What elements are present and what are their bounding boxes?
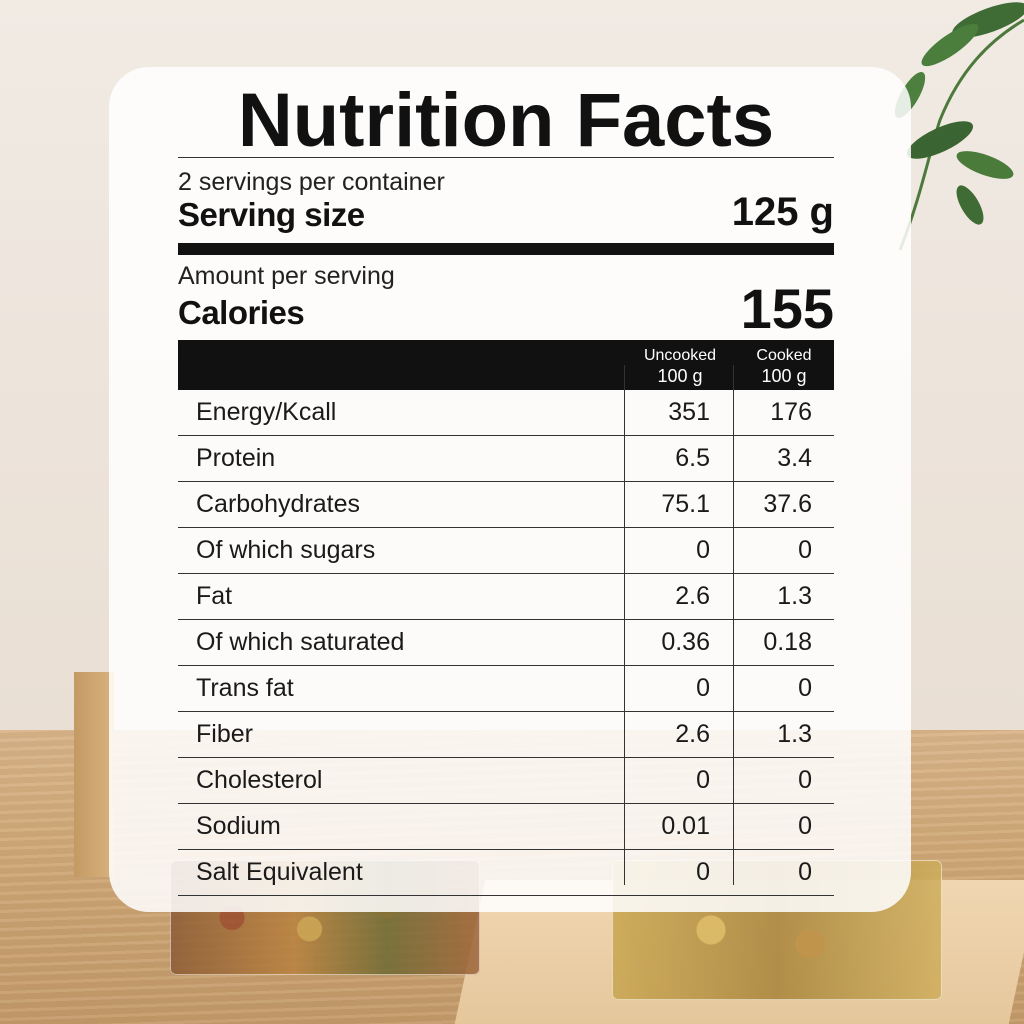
cooked-value: 0 (798, 766, 812, 794)
uncooked-value: 351 (668, 398, 710, 426)
cooked-value: 0 (798, 858, 812, 886)
nutrient-name: Carbohydrates (196, 490, 360, 518)
cooked-value: 0 (798, 536, 812, 564)
nutrient-name: Fiber (196, 720, 253, 748)
uncooked-value: 0.01 (661, 812, 710, 840)
nutrient-name: Trans fat (196, 674, 294, 702)
table-row: Fiber 2.6 1.3 (178, 712, 834, 758)
nutrient-name: Cholesterol (196, 766, 323, 794)
cooked-value: 0 (798, 812, 812, 840)
nutrient-name: Of which sugars (196, 536, 376, 564)
uncooked-value: 75.1 (661, 490, 710, 518)
cooked-value: 37.6 (763, 490, 812, 518)
serving-size-value: 125 g (731, 190, 834, 234)
table-row: Of which sugars 0 0 (178, 528, 834, 574)
table-row: Sodium 0.01 0 (178, 804, 834, 850)
column-header-cooked-unit: 100 g (761, 366, 807, 386)
table-row: Salt Equivalent 0 0 (178, 850, 834, 896)
table-row: Fat 2.6 1.3 (178, 574, 834, 620)
calories-label: Calories (178, 294, 305, 331)
column-divider-2 (733, 365, 734, 885)
column-divider-1 (624, 365, 625, 885)
nutrient-name: Sodium (196, 812, 281, 840)
column-header-uncooked-unit: 100 g (657, 366, 703, 386)
cooked-value: 1.3 (777, 582, 812, 610)
uncooked-value: 2.6 (675, 582, 710, 610)
table-row: Carbohydrates 75.1 37.6 (178, 482, 834, 528)
cooked-value: 3.4 (777, 444, 812, 472)
cooked-value: 1.3 (777, 720, 812, 748)
uncooked-value: 0 (696, 674, 710, 702)
table-row: Trans fat 0 0 (178, 666, 834, 712)
nutrient-name: Salt Equivalent (196, 858, 363, 886)
table-row: Cholesterol 0 0 (178, 758, 834, 804)
calories-value: 155 (740, 277, 834, 340)
nutrient-name: Fat (196, 582, 233, 610)
column-header-cooked-label: Cooked (756, 347, 812, 364)
cooked-value: 0 (798, 674, 812, 702)
column-header-uncooked: Uncooked 100 g (626, 346, 734, 386)
uncooked-value: 0.36 (661, 628, 710, 656)
page-title: Nutrition Facts (237, 78, 775, 163)
column-header-cooked: Cooked 100 g (734, 346, 834, 386)
column-header-uncooked-label: Uncooked (643, 347, 717, 364)
uncooked-value: 0 (696, 858, 710, 886)
title-divider (178, 157, 834, 158)
amount-per-serving: Amount per serving (178, 262, 395, 290)
nutrient-name: Protein (196, 444, 276, 472)
table-header: Uncooked 100 g Cooked 100 g (178, 340, 834, 390)
uncooked-value: 0 (696, 536, 710, 564)
cooked-value: 0.18 (763, 628, 812, 656)
thick-divider (178, 243, 834, 255)
cooked-value: 176 (770, 398, 812, 426)
nutrition-card (109, 67, 911, 912)
uncooked-value: 2.6 (675, 720, 710, 748)
servings-per-container: 2 servings per container (178, 168, 445, 196)
nutrient-table: Energy/Kcall 351 176 Protein 6.5 3.4 Car… (178, 390, 834, 896)
nutrient-name: Of which saturated (196, 628, 405, 656)
serving-size-label: Serving size (178, 196, 365, 233)
uncooked-value: 6.5 (675, 444, 710, 472)
table-row: Of which saturated 0.36 0.18 (178, 620, 834, 666)
uncooked-value: 0 (696, 766, 710, 794)
table-row: Protein 6.5 3.4 (178, 436, 834, 482)
table-row: Energy/Kcall 351 176 (178, 390, 834, 436)
wooden-box (74, 672, 114, 877)
nutrient-name: Energy/Kcall (196, 398, 337, 426)
